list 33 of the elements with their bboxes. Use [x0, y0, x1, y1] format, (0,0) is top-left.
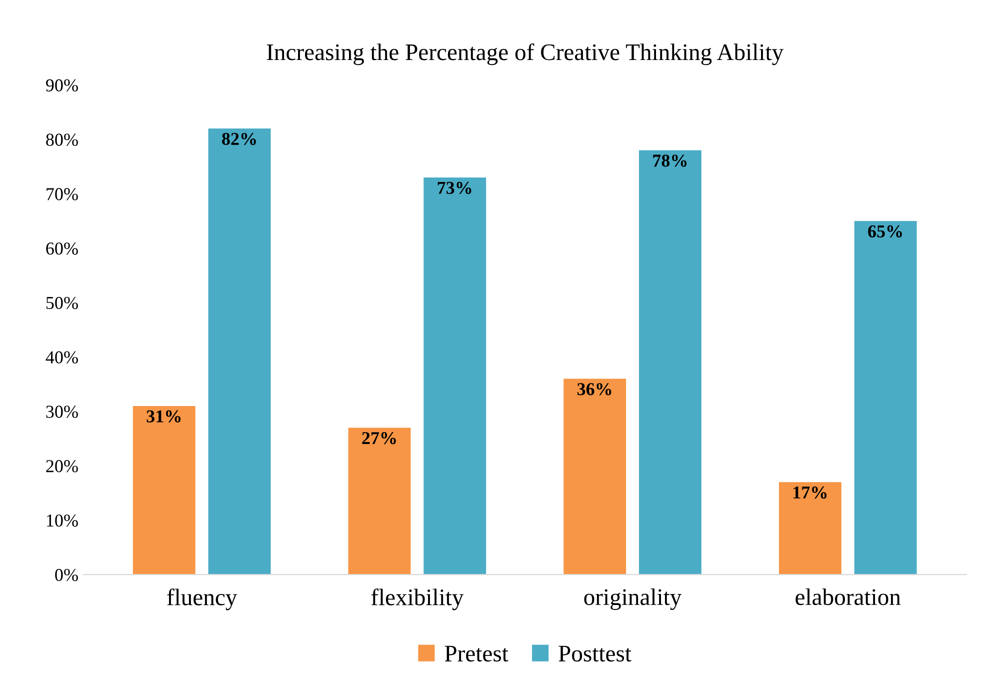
data-label: 65%	[868, 225, 902, 238]
legend-label: Pretest	[444, 646, 508, 662]
x-tick-label: fluency	[167, 588, 238, 610]
y-tick-label: 0%	[55, 568, 78, 582]
x-tick-label: flexibility	[371, 588, 464, 610]
y-tick-label: 50%	[46, 296, 78, 310]
y-tick-label: 70%	[46, 188, 78, 200]
data-label: 73%	[438, 182, 472, 194]
x-tick-label: elaboration	[796, 588, 901, 606]
y-tick-label: 80%	[46, 134, 78, 146]
bar	[424, 177, 486, 575]
data-label: 82%	[222, 132, 256, 146]
y-tick-label: 60%	[46, 242, 78, 255]
bar	[778, 482, 842, 575]
data-label: 78%	[653, 154, 687, 167]
bar	[348, 428, 411, 575]
chart-title: Increasing the Percentage of Creative Thinking Ability	[266, 43, 784, 66]
y-tick-label: 20%	[46, 460, 78, 472]
bar	[132, 406, 196, 575]
x-tick-label: originality	[584, 588, 682, 610]
data-label: 31%	[146, 410, 180, 423]
data-label: 27%	[362, 432, 396, 444]
bar	[208, 128, 271, 575]
y-tick-label: 10%	[47, 514, 78, 527]
legend-label: Posttest	[558, 646, 632, 662]
data-label: 36%	[577, 383, 612, 396]
data-label: 17%	[794, 486, 827, 499]
y-tick-label: 40%	[46, 351, 78, 364]
bar	[854, 221, 917, 575]
bar	[564, 378, 626, 575]
y-tick-label: 90%	[46, 79, 78, 92]
y-tick-label: 30%	[46, 406, 78, 418]
bar	[638, 150, 702, 575]
